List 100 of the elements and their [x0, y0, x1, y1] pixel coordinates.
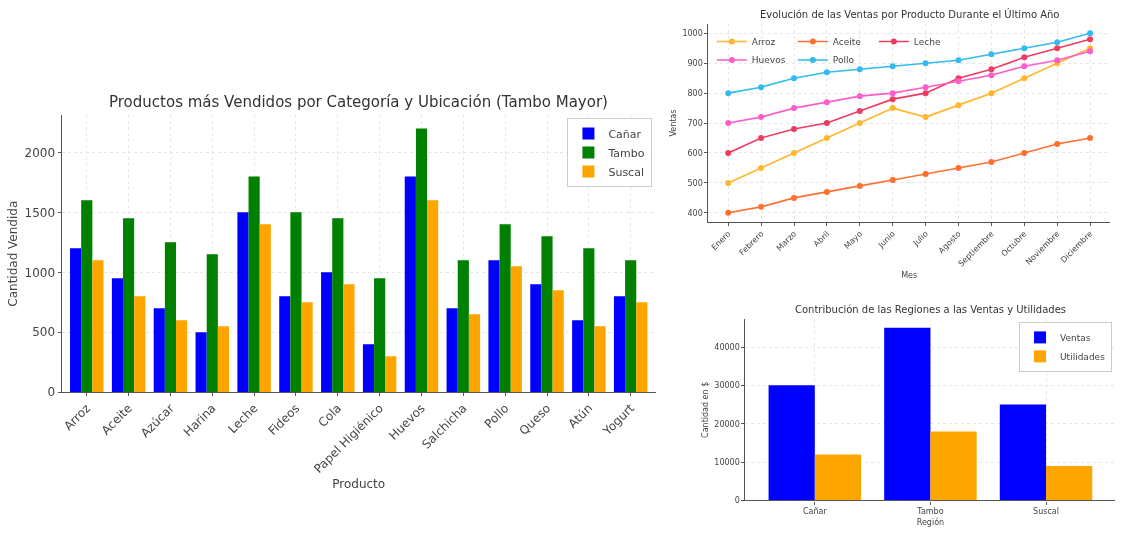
- legend-label: Huevos: [751, 55, 786, 66]
- x-axis-title: Región: [916, 517, 945, 528]
- point: [758, 135, 765, 142]
- bar: [488, 260, 500, 393]
- y-tick-label: 30000: [714, 381, 740, 391]
- bar: [636, 302, 648, 393]
- y-axis-title: Cantidad en $: [701, 381, 711, 438]
- point: [1021, 75, 1028, 82]
- point: [922, 60, 929, 67]
- point: [889, 96, 896, 103]
- point: [922, 114, 929, 121]
- point: [1021, 149, 1028, 156]
- y-tick-label: 2000: [24, 145, 56, 160]
- y-tick-label: 400: [687, 208, 703, 218]
- point: [1054, 45, 1061, 52]
- bar: [999, 404, 1047, 501]
- bar: [427, 200, 439, 393]
- legend-label: Pollo: [832, 55, 855, 66]
- y-axis-title: Ventas: [669, 109, 679, 137]
- point: [725, 179, 732, 186]
- y-axis-title: Cantidad Vendida: [5, 200, 20, 307]
- bar: [613, 296, 626, 393]
- point: [955, 102, 962, 109]
- legend-label: Utilidades: [1060, 351, 1106, 362]
- point: [725, 209, 732, 216]
- point: [725, 120, 732, 127]
- bar: [195, 332, 207, 393]
- x-axis-title: Mes: [901, 270, 918, 280]
- point: [823, 135, 830, 142]
- legend-label: Leche: [913, 37, 941, 48]
- legend-label: Arroz: [751, 37, 776, 48]
- bar: [81, 200, 93, 393]
- point: [758, 203, 765, 210]
- point: [725, 149, 732, 156]
- bar: [237, 212, 249, 393]
- x-tick-label: Tambo: [916, 507, 944, 517]
- y-tick-label: 10000: [714, 457, 740, 467]
- point: [823, 99, 830, 106]
- y-tick-label: 40000: [714, 342, 740, 352]
- bar: [362, 344, 375, 393]
- point: [791, 75, 797, 82]
- point: [791, 105, 797, 112]
- point: [988, 51, 995, 58]
- point: [1087, 135, 1094, 142]
- point: [988, 158, 995, 165]
- y-tick-label: 900: [687, 59, 703, 69]
- x-tick-label: Suscal: [1033, 507, 1059, 517]
- bar: [468, 314, 481, 393]
- bar: [385, 356, 397, 393]
- bar: [594, 326, 606, 393]
- x-tick-label: Cañar: [802, 507, 828, 517]
- point: [791, 149, 797, 156]
- y-tick-label: 0: [47, 385, 56, 400]
- point: [1087, 30, 1094, 37]
- point: [758, 114, 765, 121]
- y-tick-label: 0: [734, 496, 740, 506]
- point: [791, 194, 797, 201]
- point: [758, 164, 765, 171]
- point: [955, 57, 962, 64]
- point: [1021, 63, 1028, 70]
- legend-label: Ventas: [1060, 332, 1091, 343]
- bar: [374, 278, 386, 393]
- bar: [248, 176, 260, 393]
- bar: [123, 218, 135, 393]
- point: [922, 90, 929, 97]
- point: [1021, 45, 1028, 52]
- bar: [153, 308, 165, 393]
- point: [889, 176, 896, 183]
- point: [856, 182, 863, 189]
- bar: [930, 431, 977, 501]
- point: [758, 84, 765, 91]
- point: [1054, 39, 1061, 46]
- bar: [176, 320, 188, 393]
- y-tick-label: 1500: [24, 205, 56, 220]
- chart-title: Contribución de las Regiones a las Ventas y Utilidades: [795, 304, 1067, 315]
- point: [856, 120, 863, 127]
- bar: [134, 296, 146, 393]
- chart-title: Evolución de las Ventas por Producto Durante el Último Año: [760, 8, 1060, 20]
- bar: [814, 454, 862, 501]
- bar: [510, 266, 522, 393]
- y-tick-label: 700: [687, 118, 703, 128]
- bar: [301, 302, 313, 393]
- chart-title: Productos más Vendidos por Categoría y Ubicación (Tambo Mayor): [109, 93, 608, 111]
- point: [922, 170, 929, 177]
- bar: [572, 320, 584, 393]
- bar: [332, 218, 344, 393]
- bar: [530, 284, 542, 393]
- bar: [446, 308, 458, 393]
- point: [856, 66, 863, 73]
- bar: [343, 284, 355, 393]
- point: [1021, 54, 1028, 61]
- y-tick-label: 500: [687, 178, 703, 188]
- bar: [583, 248, 595, 393]
- point: [889, 90, 896, 97]
- legend-label: Aceite: [832, 37, 862, 48]
- bar: [457, 260, 469, 393]
- bar: [552, 290, 564, 393]
- y-tick-label: 500: [32, 325, 56, 340]
- bar: [1046, 465, 1093, 501]
- bar: [259, 224, 271, 393]
